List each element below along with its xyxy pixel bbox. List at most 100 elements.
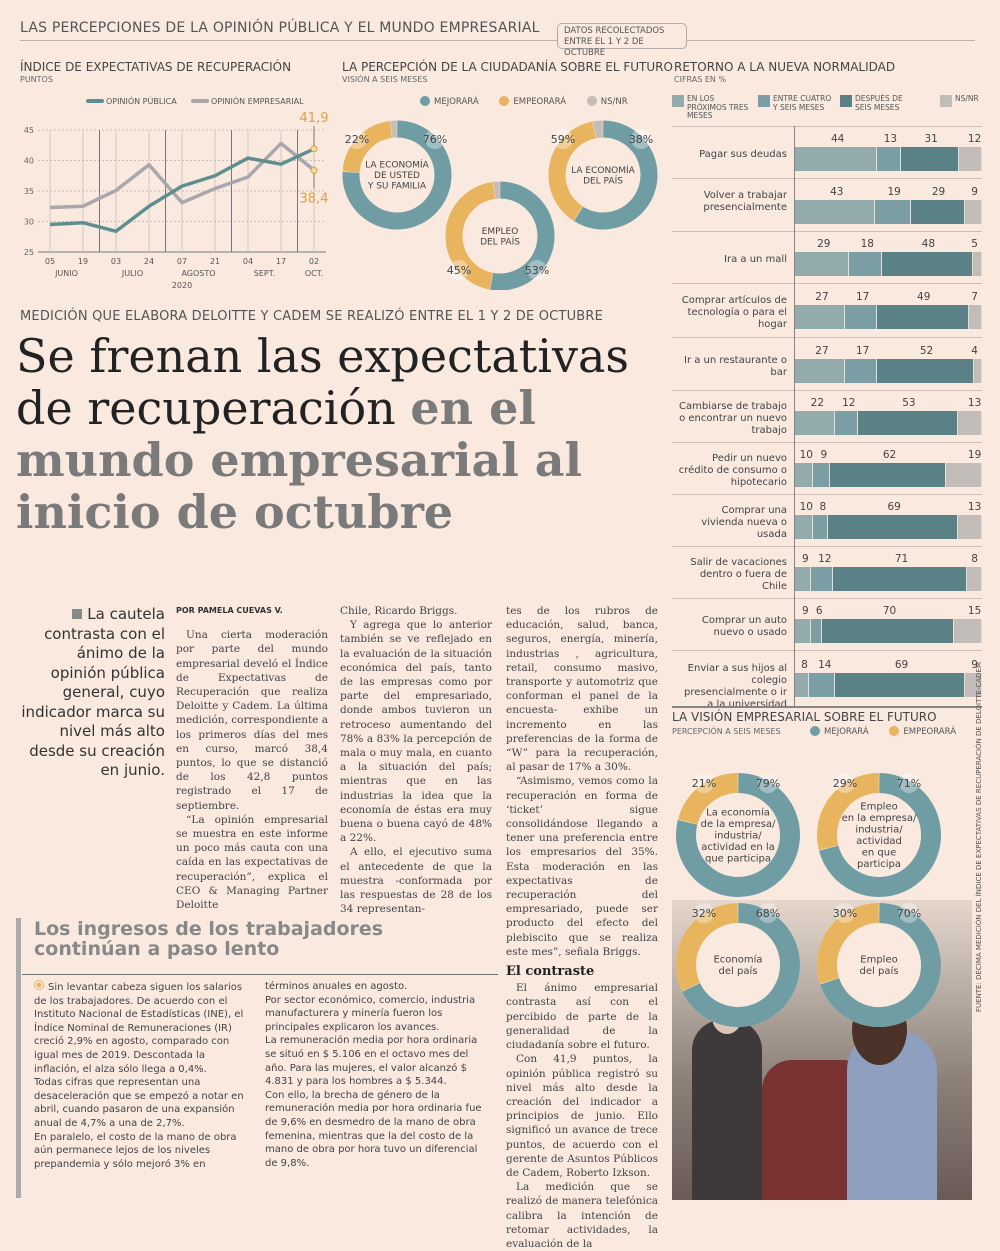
- bar-value-label: 29: [809, 238, 839, 250]
- paragraph: “Asimismo, vemos como la recuperación en…: [506, 774, 658, 959]
- bar-category-label: Volver a trabajar presencialmente: [677, 190, 787, 214]
- legend-item: EN LOS PRÓXIMOS TRES MESES: [672, 95, 749, 121]
- legend-item-mejorara: MEJORARÁ: [810, 727, 869, 737]
- bar-segment: [911, 200, 966, 224]
- bar-segment: [877, 305, 969, 329]
- percent-label: 29%: [833, 777, 857, 790]
- legend-label: OPINIÓN EMPRESARIAL: [211, 95, 304, 106]
- percent-label: 70%: [897, 907, 921, 920]
- bar-value-label: 13: [960, 501, 990, 513]
- donut-center-label: industria/: [714, 830, 762, 841]
- paragraph: Con ello, la brecha de género de la remu…: [265, 1089, 490, 1171]
- percent-label: 30%: [833, 907, 857, 920]
- bar-stack: [794, 567, 982, 591]
- paragraph: La remuneración media por hora ordinaria…: [265, 1034, 490, 1088]
- bar-category-label: Pagar sus deudas: [677, 149, 787, 161]
- bar-segment: [794, 463, 813, 487]
- legend-label: DESPUÉS DE SEIS MESES: [855, 95, 917, 112]
- legend-label: MEJORARÁ: [434, 97, 479, 107]
- legend-label: MEJORARÁ: [824, 727, 869, 737]
- legend-swatch: [499, 96, 509, 106]
- bar-value-label: 27: [807, 345, 837, 357]
- bar-segment: [794, 305, 845, 329]
- donut-center-label: en que: [862, 848, 897, 859]
- bar-segment: [969, 305, 982, 329]
- donut-center-label: actividad en la: [701, 842, 775, 853]
- article-column-1: POR PAMELA CUEVAS V. Una cierta moderaci…: [176, 604, 328, 912]
- bar-segment: [813, 515, 828, 539]
- bar-segment: [794, 147, 877, 171]
- citizen-donuts-title: LA PERCEPCIÓN DE LA CIUDADANÍA SOBRE EL …: [342, 60, 673, 74]
- kicker: MEDICIÓN QUE ELABORA DELOITTE Y CADEM SE…: [20, 309, 603, 324]
- paragraph: tes de los rubros de educación, salud, b…: [506, 604, 658, 774]
- x-tick-label: 05: [45, 257, 55, 266]
- bar-segment: [973, 252, 982, 276]
- bar-value-label: 53: [894, 397, 924, 409]
- lead-text: La cautela contrasta con el ánimo de la …: [21, 605, 165, 779]
- y-tick-label: 45: [24, 126, 34, 135]
- bar-row: Enviar a sus hijos al colegio presencial…: [672, 650, 982, 707]
- legend-item: DESPUÉS DE SEIS MESES: [840, 95, 917, 112]
- divider: [672, 706, 982, 708]
- donut-center-label: Empleo: [860, 955, 897, 966]
- donut-center-label: LA ECONOMÍA: [571, 164, 636, 176]
- percent-label: 45%: [447, 264, 471, 277]
- bar-value-label: 71: [887, 553, 917, 565]
- bar-segment: [946, 463, 982, 487]
- bar-segment: [835, 411, 858, 435]
- bar-segment: [974, 359, 982, 383]
- bar-category-label: Comprar artículos de tecnología o para e…: [677, 295, 787, 331]
- bar-segment: [833, 567, 966, 591]
- bar-segment: [954, 619, 982, 643]
- headline: Se frenan las expectativas de recuperaci…: [16, 330, 656, 538]
- box-title-line-1: Los ingresos de los trabajadores: [34, 919, 474, 939]
- paragraph: Chile, Ricardo Briggs.: [340, 604, 492, 618]
- bar-value-label: 69: [879, 501, 909, 513]
- bar-segment: [794, 411, 835, 435]
- x-tick-label: 21: [210, 257, 220, 266]
- bar-category-label: Pedir un nuevo crédito de consumo o hipo…: [677, 453, 787, 489]
- bar-value-label: 27: [807, 291, 837, 303]
- percent-label: 76%: [423, 133, 447, 146]
- bar-segment: [967, 567, 982, 591]
- legend-swatch: [940, 95, 952, 107]
- end-marker: [311, 167, 317, 173]
- month-label: JUNIO: [54, 269, 78, 278]
- legend-item-mejorara: MEJORARÁ: [420, 97, 479, 107]
- bar-segment: [845, 305, 877, 329]
- legend-swatch: [672, 95, 684, 107]
- bar-value-label: 8: [960, 553, 990, 565]
- x-tick-label: 07: [177, 257, 187, 266]
- bar-axis: [794, 126, 795, 706]
- article-column-3: tes de los rubros de educación, salud, b…: [506, 604, 658, 1251]
- business-donuts-subtitle: PERCEPCIÓN A SEIS MESES: [672, 727, 781, 736]
- bar-value-label: 8: [808, 501, 838, 513]
- bar-segment: [809, 673, 835, 697]
- x-tick-label: 19: [78, 257, 88, 266]
- month-label: JULIO: [121, 269, 143, 278]
- bar-segment: [959, 147, 982, 171]
- bar-value-label: 14: [810, 659, 840, 671]
- bar-chart-subtitle: CIFRAS EN %: [674, 75, 726, 84]
- bar-stack: [794, 515, 982, 539]
- x-tick-label: 02: [309, 257, 319, 266]
- percent-label: 79%: [756, 777, 780, 790]
- bar-segment: [830, 463, 947, 487]
- x-tick-label: 04: [243, 257, 253, 266]
